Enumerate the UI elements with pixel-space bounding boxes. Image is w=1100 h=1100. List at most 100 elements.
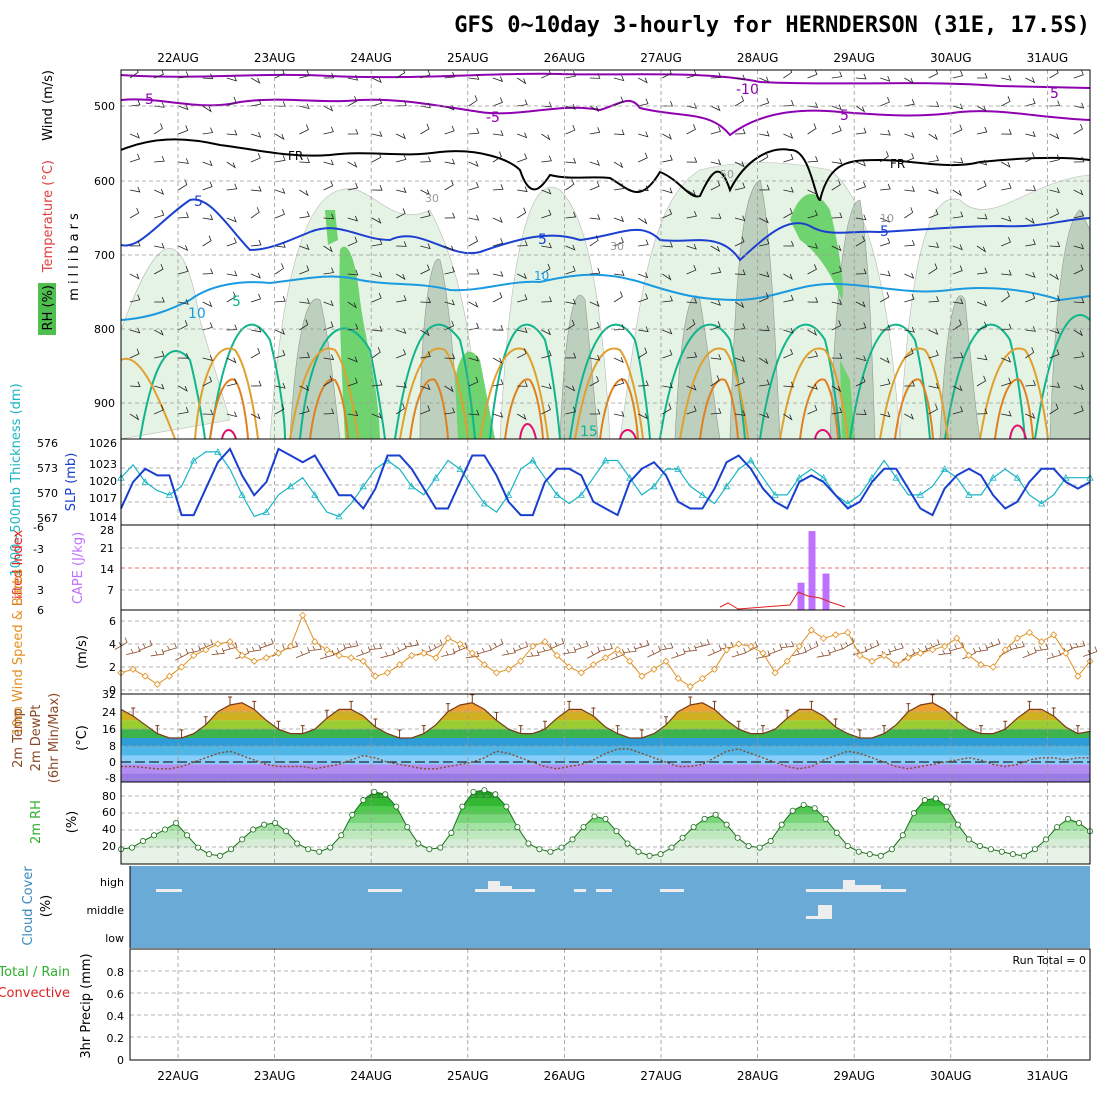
wind-barb — [444, 125, 455, 135]
wind-barb — [831, 385, 842, 393]
wind-barb — [807, 329, 818, 336]
wind-barb — [976, 213, 988, 220]
tick-label: 32 — [102, 688, 116, 701]
chart-title: GFS 0~10day 3-hourly for HERNDERSON (31E… — [454, 13, 1090, 38]
wind10-marker — [359, 657, 367, 665]
minmax-bar — [276, 720, 281, 730]
wind-barb — [226, 96, 237, 107]
wind-barb — [513, 641, 529, 652]
wind-barb — [1049, 403, 1059, 415]
upper-grid — [121, 70, 1090, 439]
rh2m-marker — [888, 846, 895, 853]
wind10-marker — [589, 661, 597, 669]
rh2m-marker — [404, 824, 411, 831]
wind-barb — [226, 75, 238, 82]
wind-barb — [347, 96, 358, 107]
tick-label: 16 — [102, 723, 116, 736]
wind10-marker — [626, 657, 634, 665]
wind-barb — [904, 348, 914, 359]
rh2m-marker — [195, 844, 202, 851]
thickness-marker — [892, 473, 900, 481]
minmax-bar — [470, 694, 475, 703]
wind-barb — [468, 95, 478, 107]
wind-barb — [855, 160, 866, 167]
contour-label: 5 — [840, 108, 849, 124]
wind-barb — [371, 379, 383, 387]
wind-barb — [323, 159, 334, 166]
rh2m-marker — [459, 803, 466, 810]
wind-barb — [695, 639, 710, 649]
wind-barb — [344, 640, 359, 649]
minmax-bar — [639, 729, 644, 738]
rh2m-marker — [393, 803, 400, 810]
thickness-marker — [698, 491, 707, 498]
cloud-unit: (%) — [39, 895, 54, 918]
wind-barb — [928, 209, 939, 219]
wind-barb — [783, 186, 794, 193]
wind-barb — [952, 385, 963, 392]
tick-label: -8 — [105, 772, 116, 785]
wind-barb — [686, 243, 697, 250]
wind-barb — [226, 270, 238, 277]
wind-barb — [565, 211, 577, 219]
rh2m-marker — [1020, 852, 1027, 859]
wind-barb — [541, 329, 552, 336]
wind-barb — [565, 103, 576, 110]
wind-barb — [1073, 243, 1085, 250]
wind10-marker — [153, 680, 161, 688]
rh2m-marker — [767, 838, 774, 845]
wind-barb — [347, 356, 358, 363]
tick-label: 0.6 — [107, 988, 125, 1001]
minmax-bar — [857, 729, 862, 738]
wind-barb — [589, 127, 601, 135]
wind-barb — [928, 242, 940, 248]
wind-barb — [323, 354, 335, 361]
wind-barb — [420, 102, 431, 109]
wind-barb — [444, 266, 455, 275]
wind-barb — [250, 185, 262, 192]
wind-barb — [662, 349, 673, 359]
slp-label: SLP (mb) — [64, 453, 79, 512]
wind10-marker — [614, 646, 622, 654]
wind-barb — [952, 244, 963, 251]
wind-barb — [589, 354, 601, 361]
wind-barb — [855, 409, 867, 415]
wind-barb — [154, 329, 164, 336]
wind-barb — [468, 355, 480, 362]
wind-barb — [129, 153, 141, 163]
wind-barb — [976, 354, 988, 361]
wind-barb — [489, 638, 504, 651]
wind-barb — [928, 350, 939, 359]
wind-barb — [178, 385, 188, 392]
wind-barb — [952, 211, 964, 219]
thickness-marker — [940, 465, 949, 472]
wind-barb — [154, 264, 164, 275]
thickness-marker — [238, 491, 246, 498]
wind-barb — [976, 180, 987, 191]
wind-barb — [492, 238, 504, 247]
wind-barb — [904, 272, 915, 279]
cape-panel: -6 -3 0 3 6 28 21 14 7 Lifted Index CAPE… — [11, 521, 1091, 617]
wind-barb — [565, 124, 576, 135]
wind-barb — [226, 291, 236, 303]
wind-barb — [880, 237, 891, 247]
rh-band — [121, 847, 1090, 864]
tick-label: 8 — [109, 740, 116, 753]
minmax-bar — [688, 696, 693, 705]
wind-barb — [226, 129, 238, 136]
wind-barb — [420, 189, 431, 196]
wind-barb — [396, 349, 406, 359]
wind-barb — [178, 353, 189, 359]
wind-barb — [710, 126, 721, 135]
cape-label: CAPE (J/kg) — [71, 532, 86, 604]
wind-barb — [129, 70, 139, 79]
wind-barb — [662, 382, 673, 389]
wind10-marker — [941, 642, 949, 650]
wind-barb — [807, 189, 818, 196]
temp-contour-15 — [139, 314, 1090, 439]
wind-barb — [974, 644, 989, 653]
rh2m-marker — [294, 840, 301, 847]
thickness-marker — [190, 456, 198, 464]
wind-barb — [299, 385, 310, 392]
contour-label: FR — [288, 149, 303, 163]
